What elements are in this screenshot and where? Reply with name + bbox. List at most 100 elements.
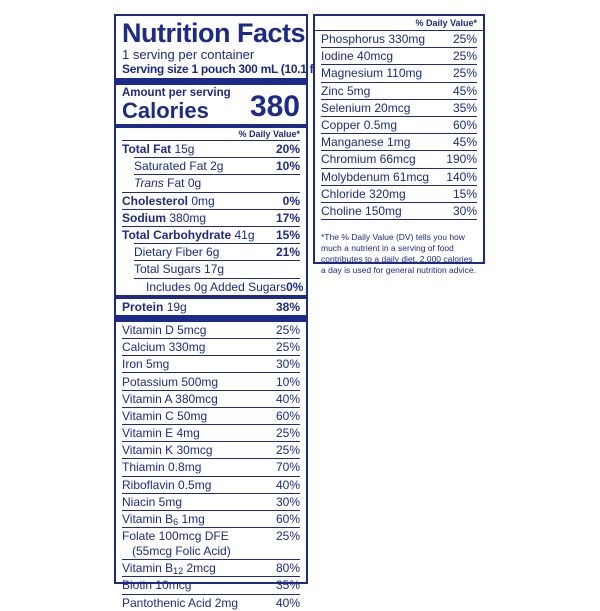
vitamin-row: Niacin 5mg 30% [122, 492, 300, 510]
total-carb-label: Total Carbohydrate [122, 228, 232, 243]
total-sugars-amount: 17g [204, 262, 225, 277]
vitamin-dv: 60% [275, 408, 300, 423]
vitamin-list: Vitamin D 5mcg 25% Calcium 330mg 25% Iron 5m… [122, 322, 300, 611]
mineral-dv: 140% [446, 169, 477, 184]
vitamin-row: Vitamin D 5mcg 25% [122, 322, 300, 338]
mineral-name: Choline 150mg [321, 203, 402, 218]
vitamin-name: Vitamin B6 1mg [122, 511, 205, 527]
trans-fat-italic: Trans [134, 176, 164, 191]
mineral-dv: 25% [452, 32, 477, 47]
vitamin-name: Vitamin B12 2mcg [122, 560, 216, 576]
mineral-dv: 35% [452, 100, 477, 115]
sodium-row: Sodium 380mg 17% [122, 208, 300, 226]
saturated-fat-amount: 2g [210, 159, 224, 174]
mineral-name: Manganese 1mg [321, 135, 411, 150]
serving-size-value: 1 pouch 300 mL (10.1 fl oz) [191, 62, 336, 76]
added-sugars-dv: 0% [286, 279, 304, 294]
mineral-name: Chloride 320mg [321, 186, 406, 201]
vitamin-row: Vitamin K 30mcg 25% [122, 441, 300, 458]
vitamin-dv: 25% [275, 529, 300, 544]
calories-value: 380 [249, 90, 300, 123]
mineral-name: Iodine 40mcg [321, 49, 394, 64]
vitamin-row: Vitamin A 380mcg 40% [122, 389, 300, 407]
mineral-row: Magnesium 110mg 25% [321, 65, 477, 83]
mineral-name: Copper 0.5mg [321, 118, 398, 133]
mineral-row: Chromium 66mcg 190% [321, 151, 477, 169]
cholesterol-row: Cholesterol 0mg 0% [122, 191, 300, 209]
mineral-name: Molybdenum 61mcg [321, 169, 430, 184]
vitamin-name: Biotin 10mcg [122, 578, 192, 593]
mineral-list: Phosphorus 330mg 25% Iodine 40mcg 25% Magnes… [321, 31, 477, 221]
mineral-dv: 45% [452, 83, 477, 98]
total-sugars-label: Total Sugars [134, 262, 201, 277]
sodium-amount: 380mg [169, 210, 207, 225]
vitamin-dv: 30% [275, 357, 300, 372]
vitamins-divider [116, 314, 306, 322]
total-fat-dv: 20% [275, 142, 300, 157]
saturated-fat-dv: 10% [275, 159, 300, 174]
vitamin-name: Calcium 330mg [122, 340, 206, 355]
mineral-dv: 25% [452, 66, 477, 81]
saturated-fat-label: Saturated Fat [134, 159, 207, 174]
mineral-name: Chromium 66mcg [321, 152, 416, 167]
medium-divider [116, 124, 306, 128]
mineral-dv: 30% [452, 203, 477, 218]
nutrition-facts-panel: Nutrition Facts 1 serving per container … [114, 14, 336, 610]
vitamin-row: Folate 100mcg DFE (55mcg Folic Acid) 25% [122, 527, 300, 559]
daily-value-header-right: % Daily Value* [315, 16, 483, 31]
dietary-fiber-amount: 6g [206, 245, 220, 260]
mineral-row: Manganese 1mg 45% [321, 134, 477, 152]
added-sugars-row: Includes 0g Added Sugars 0% [134, 277, 304, 295]
amount-per-serving: Amount per serving [122, 87, 231, 99]
trans-fat-row: Trans Fat 0g [134, 174, 300, 191]
vitamin-name: Vitamin A 380mcg [122, 391, 218, 406]
vitamin-row: Vitamin C 50mg 60% [122, 406, 300, 424]
protein-dv: 38% [275, 299, 300, 314]
vitamin-name: Vitamin E 4mg [122, 426, 200, 441]
vitamin-name: Vitamin C 50mg [122, 408, 208, 423]
dietary-fiber-label: Dietary Fiber [134, 245, 203, 260]
label-title: Nutrition Facts [122, 18, 306, 48]
total-carb-dv: 15% [275, 228, 300, 243]
vitamin-dv: 40% [275, 391, 300, 406]
mineral-row: Selenium 20mcg 35% [321, 100, 477, 117]
cholesterol-label: Cholesterol [122, 193, 189, 208]
vitamin-row: Vitamin E 4mg 25% [122, 424, 300, 441]
vitamin-row: Calcium 330mg 25% [122, 338, 300, 355]
mineral-row: Iodine 40mcg 25% [321, 48, 477, 66]
vitamin-dv: 25% [275, 340, 300, 355]
vitamin-name: Iron 5mg [122, 357, 170, 372]
vitamin-name: Vitamin D 5mcg [122, 322, 207, 337]
vitamin-dv: 25% [275, 443, 300, 458]
vitamin-name: Vitamin K 30mcg [122, 443, 213, 458]
protein-label: Protein [122, 299, 164, 314]
cholesterol-dv: 0% [282, 193, 300, 208]
vitamin-name: Riboflavin 0.5mg [122, 477, 212, 492]
trans-fat-label: Fat [167, 176, 185, 191]
calories-label: Calories [122, 98, 209, 123]
calories-section: Amount per serving Calories 380 [122, 85, 300, 123]
vitamin-row: Iron 5mg 30% [122, 355, 300, 372]
vitamin-row: Biotin 10mcg 35% [122, 576, 300, 593]
mineral-row: Zinc 5mg 45% [321, 83, 477, 100]
vitamin-row: Riboflavin 0.5mg 40% [122, 475, 300, 493]
mineral-row: Copper 0.5mg 60% [321, 117, 477, 135]
protein-amount: 19g [166, 299, 187, 314]
mineral-row: Phosphorus 330mg 25% [321, 31, 477, 49]
protein-row: Protein 19g 38% [122, 299, 300, 315]
protein-divider [116, 294, 306, 299]
vitamin-name: Thiamin 0.8mg [122, 460, 202, 475]
saturated-fat-row: Saturated Fat 2g 10% [134, 157, 300, 174]
vitamin-row: Vitamin B12 2mcg 80% [122, 559, 300, 576]
vitamin-dv: 35% [275, 578, 300, 593]
mineral-dv: 15% [452, 186, 477, 201]
dietary-fiber-dv: 21% [275, 245, 300, 260]
mineral-dv: 60% [452, 118, 477, 133]
sodium-dv: 17% [275, 210, 300, 225]
serving-size: Serving size 1 pouch 300 mL (10.1 fl oz) [122, 62, 336, 76]
vitamin-dv: 10% [275, 374, 300, 389]
servings-per-container: 1 serving per container [122, 47, 255, 62]
mineral-dv: 25% [452, 49, 477, 64]
vitamin-dv: 30% [275, 494, 300, 509]
serving-size-label: Serving size [122, 62, 189, 76]
